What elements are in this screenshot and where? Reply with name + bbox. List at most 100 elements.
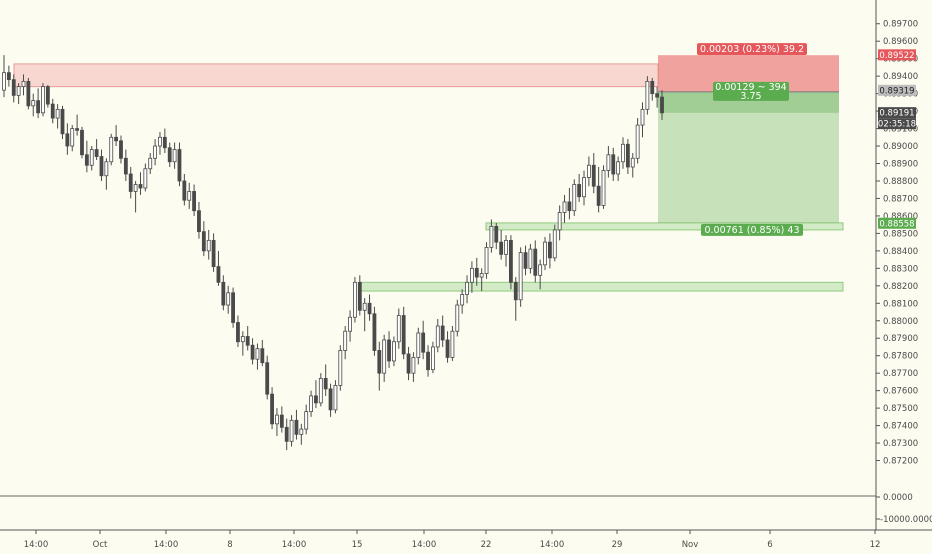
candle-up[interactable]: [586, 164, 591, 178]
candle-down[interactable]: [323, 378, 328, 390]
candle-down[interactable]: [625, 143, 630, 168]
candle-up[interactable]: [304, 411, 309, 430]
candle-up[interactable]: [538, 264, 543, 276]
candle-up[interactable]: [143, 168, 148, 189]
candle-up[interactable]: [645, 80, 650, 110]
candle-down[interactable]: [80, 129, 84, 156]
candle-up[interactable]: [104, 161, 109, 177]
candle-up[interactable]: [158, 136, 162, 147]
candle-down[interactable]: [36, 100, 41, 114]
candle-up[interactable]: [70, 128, 75, 147]
candle-down[interactable]: [401, 315, 406, 355]
candle-down[interactable]: [99, 156, 104, 177]
candle-up[interactable]: [543, 241, 547, 266]
candle-up[interactable]: [16, 86, 21, 96]
candle-up[interactable]: [148, 157, 153, 170]
candle-up[interactable]: [489, 226, 494, 248]
candle-down[interactable]: [119, 140, 123, 159]
candle-down[interactable]: [445, 339, 450, 358]
candle-up[interactable]: [21, 80, 26, 88]
candle-up[interactable]: [382, 339, 387, 374]
candle-up[interactable]: [640, 108, 645, 126]
candle-down[interactable]: [377, 350, 382, 374]
candle-down[interactable]: [655, 93, 660, 98]
candle-down[interactable]: [440, 325, 445, 341]
candle-up[interactable]: [635, 124, 640, 159]
candle-down[interactable]: [577, 184, 582, 198]
candle-down[interactable]: [114, 136, 119, 142]
candle-up[interactable]: [240, 336, 245, 343]
candle-up[interactable]: [348, 316, 352, 332]
candle-down[interactable]: [650, 80, 655, 95]
candle-down[interactable]: [167, 147, 172, 163]
candle-down[interactable]: [123, 157, 128, 175]
candle-up[interactable]: [465, 281, 469, 295]
candle-up[interactable]: [109, 136, 114, 163]
candle-up[interactable]: [89, 149, 94, 166]
candle-down[interactable]: [197, 210, 201, 233]
candle-up[interactable]: [416, 332, 421, 358]
candle-up[interactable]: [582, 177, 586, 198]
candle-up[interactable]: [616, 161, 621, 175]
candle-up[interactable]: [338, 350, 343, 386]
candle-down[interactable]: [474, 267, 479, 278]
candle-up[interactable]: [552, 229, 557, 259]
candle-up[interactable]: [133, 184, 138, 192]
take-profit-area[interactable]: [658, 91, 839, 223]
candle-down[interactable]: [216, 266, 221, 283]
candle-up[interactable]: [460, 294, 465, 306]
candle-up[interactable]: [255, 348, 260, 360]
candle-up[interactable]: [562, 201, 567, 213]
candle-down[interactable]: [387, 339, 391, 362]
candle-down[interactable]: [596, 185, 601, 206]
candle-up[interactable]: [343, 330, 348, 351]
candle-down[interactable]: [533, 248, 538, 276]
candle-down[interactable]: [75, 128, 80, 131]
candle-down[interactable]: [231, 292, 235, 323]
candle-down[interactable]: [245, 336, 250, 346]
candle-down[interactable]: [406, 353, 411, 374]
demand-zone[interactable]: [485, 222, 844, 231]
candle-up[interactable]: [606, 154, 611, 171]
candle-up[interactable]: [226, 292, 231, 306]
candle-down[interactable]: [221, 281, 226, 306]
candle-down[interactable]: [138, 184, 143, 189]
candle-down[interactable]: [372, 313, 377, 351]
candle-down[interactable]: [6, 72, 11, 81]
candle-up[interactable]: [470, 267, 474, 283]
candle-down[interactable]: [328, 388, 333, 411]
candle-up[interactable]: [630, 157, 635, 168]
candle-up[interactable]: [41, 86, 45, 114]
candle-down[interactable]: [270, 393, 274, 425]
candle-up[interactable]: [2, 72, 6, 91]
supply-zone[interactable]: [13, 63, 659, 88]
candle-down[interactable]: [250, 344, 255, 360]
candle-down[interactable]: [591, 164, 596, 187]
candle-down[interactable]: [284, 426, 289, 442]
candle-down[interactable]: [236, 322, 240, 343]
candle-down[interactable]: [523, 252, 528, 269]
candle-down[interactable]: [45, 86, 50, 105]
candle-up[interactable]: [572, 184, 577, 212]
candle-down[interactable]: [177, 149, 182, 182]
candle-up[interactable]: [333, 384, 338, 411]
candle-up[interactable]: [621, 143, 625, 163]
candle-down[interactable]: [11, 79, 16, 96]
candle-up[interactable]: [484, 246, 489, 274]
candle-down[interactable]: [60, 108, 65, 135]
candle-down[interactable]: [367, 302, 372, 315]
candle-up[interactable]: [362, 302, 367, 311]
candle-up[interactable]: [450, 330, 455, 358]
candle-up[interactable]: [455, 304, 460, 332]
candle-down[interactable]: [567, 201, 572, 212]
candle-down[interactable]: [265, 362, 270, 395]
candle-down[interactable]: [547, 241, 552, 259]
candle-up[interactable]: [518, 252, 523, 301]
candle-up[interactable]: [31, 100, 36, 107]
candle-down[interactable]: [260, 348, 265, 364]
candle-up[interactable]: [55, 108, 60, 119]
candle-down[interactable]: [513, 281, 518, 301]
candle-up[interactable]: [479, 273, 484, 278]
candle-down[interactable]: [211, 239, 216, 267]
